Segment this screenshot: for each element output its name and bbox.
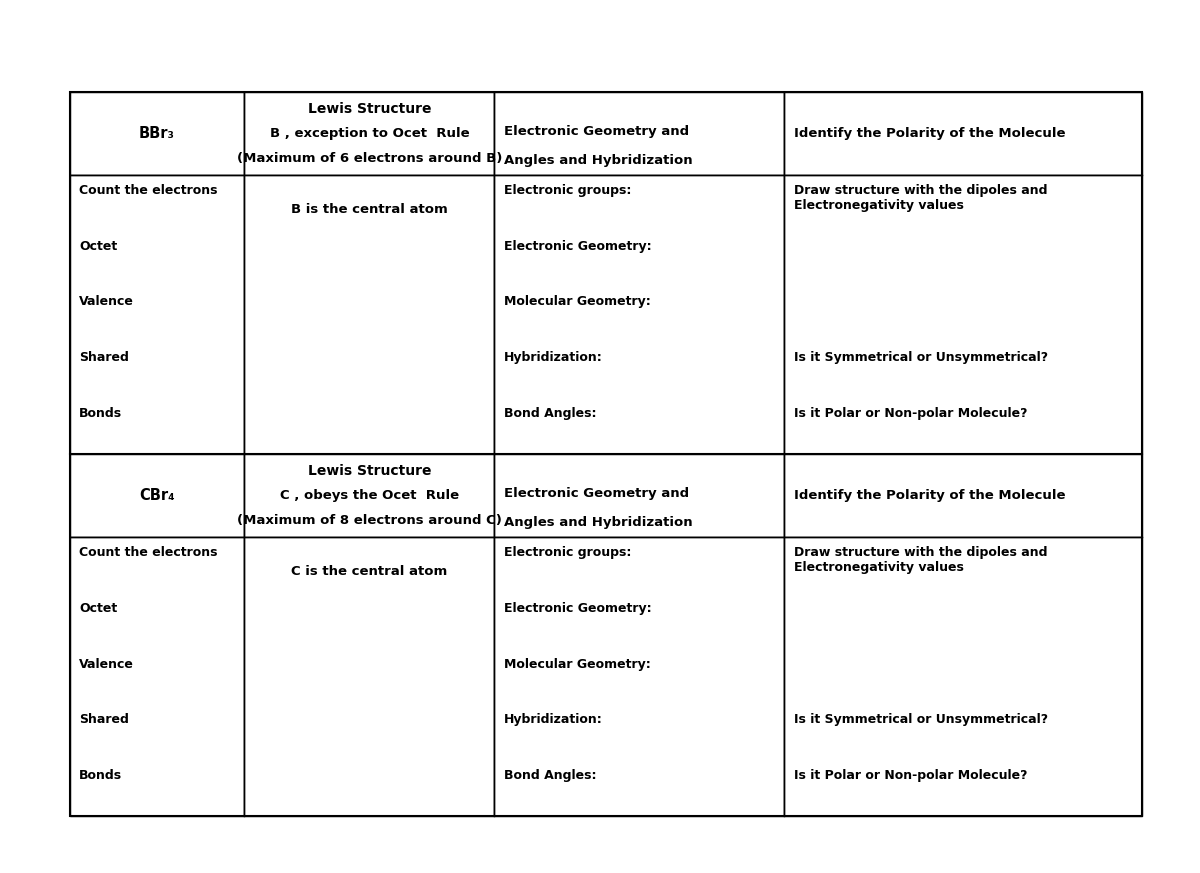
Text: Electronic Geometry and: Electronic Geometry and — [504, 125, 689, 138]
Text: Electronic Geometry:: Electronic Geometry: — [504, 601, 652, 615]
Text: Lewis Structure: Lewis Structure — [307, 101, 431, 115]
Text: Molecular Geometry:: Molecular Geometry: — [504, 657, 650, 670]
Polygon shape — [70, 175, 245, 454]
Text: Count the electrons: Count the electrons — [79, 183, 217, 196]
Text: Is it Polar or Non-polar Molecule?: Is it Polar or Non-polar Molecule? — [793, 769, 1027, 782]
Text: B , exception to Ocet  Rule: B , exception to Ocet Rule — [270, 127, 469, 140]
Text: CBr₄: CBr₄ — [139, 488, 175, 503]
Polygon shape — [784, 537, 1142, 816]
Polygon shape — [784, 454, 1142, 537]
Text: Electronic groups:: Electronic groups: — [504, 546, 631, 559]
Text: Draw structure with the dipoles and
Electronegativity values: Draw structure with the dipoles and Elec… — [793, 546, 1048, 574]
Text: Hybridization:: Hybridization: — [504, 713, 602, 726]
Text: Electronic Geometry and: Electronic Geometry and — [504, 487, 689, 500]
Polygon shape — [70, 454, 245, 537]
Polygon shape — [494, 175, 784, 454]
Polygon shape — [494, 537, 784, 816]
Text: Is it Polar or Non-polar Molecule?: Is it Polar or Non-polar Molecule? — [793, 407, 1027, 420]
Text: Valence: Valence — [79, 657, 134, 670]
Text: Electronic Geometry:: Electronic Geometry: — [504, 239, 652, 252]
Text: Angles and Hybridization: Angles and Hybridization — [504, 517, 692, 529]
Text: Angles and Hybridization: Angles and Hybridization — [504, 155, 692, 167]
Text: Count the electrons: Count the electrons — [79, 546, 217, 559]
Text: Hybridization:: Hybridization: — [504, 351, 602, 364]
Polygon shape — [245, 537, 494, 816]
Text: Is it Symmetrical or Unsymmetrical?: Is it Symmetrical or Unsymmetrical? — [793, 351, 1048, 364]
Polygon shape — [70, 537, 245, 816]
Polygon shape — [494, 454, 784, 537]
Text: (Maximum of 8 electrons around C): (Maximum of 8 electrons around C) — [238, 514, 502, 527]
Polygon shape — [494, 92, 784, 175]
Text: Molecular Geometry:: Molecular Geometry: — [504, 295, 650, 308]
Polygon shape — [245, 454, 494, 537]
Text: C is the central atom: C is the central atom — [292, 565, 448, 578]
Text: Shared: Shared — [79, 351, 130, 364]
Text: Shared: Shared — [79, 713, 130, 726]
Text: Lewis Structure: Lewis Structure — [307, 464, 431, 478]
Text: Is it Symmetrical or Unsymmetrical?: Is it Symmetrical or Unsymmetrical? — [793, 713, 1048, 726]
Text: Octet: Octet — [79, 239, 118, 252]
Polygon shape — [245, 175, 494, 454]
Text: (Maximum of 6 electrons around B): (Maximum of 6 electrons around B) — [236, 152, 502, 165]
Text: Identify the Polarity of the Molecule: Identify the Polarity of the Molecule — [793, 489, 1066, 502]
Polygon shape — [70, 92, 245, 175]
Text: Bonds: Bonds — [79, 407, 122, 420]
Polygon shape — [784, 92, 1142, 175]
Text: Valence: Valence — [79, 295, 134, 308]
Text: Draw structure with the dipoles and
Electronegativity values: Draw structure with the dipoles and Elec… — [793, 183, 1048, 212]
Polygon shape — [245, 92, 494, 175]
Text: C , obeys the Ocet  Rule: C , obeys the Ocet Rule — [280, 489, 460, 502]
Text: BBr₃: BBr₃ — [139, 126, 175, 141]
Polygon shape — [784, 175, 1142, 454]
Text: Octet: Octet — [79, 601, 118, 615]
Text: B is the central atom: B is the central atom — [292, 203, 448, 216]
Text: Bond Angles:: Bond Angles: — [504, 407, 596, 420]
Text: Bond Angles:: Bond Angles: — [504, 769, 596, 782]
Text: Identify the Polarity of the Molecule: Identify the Polarity of the Molecule — [793, 127, 1066, 140]
Text: Electronic groups:: Electronic groups: — [504, 183, 631, 196]
Text: Bonds: Bonds — [79, 769, 122, 782]
